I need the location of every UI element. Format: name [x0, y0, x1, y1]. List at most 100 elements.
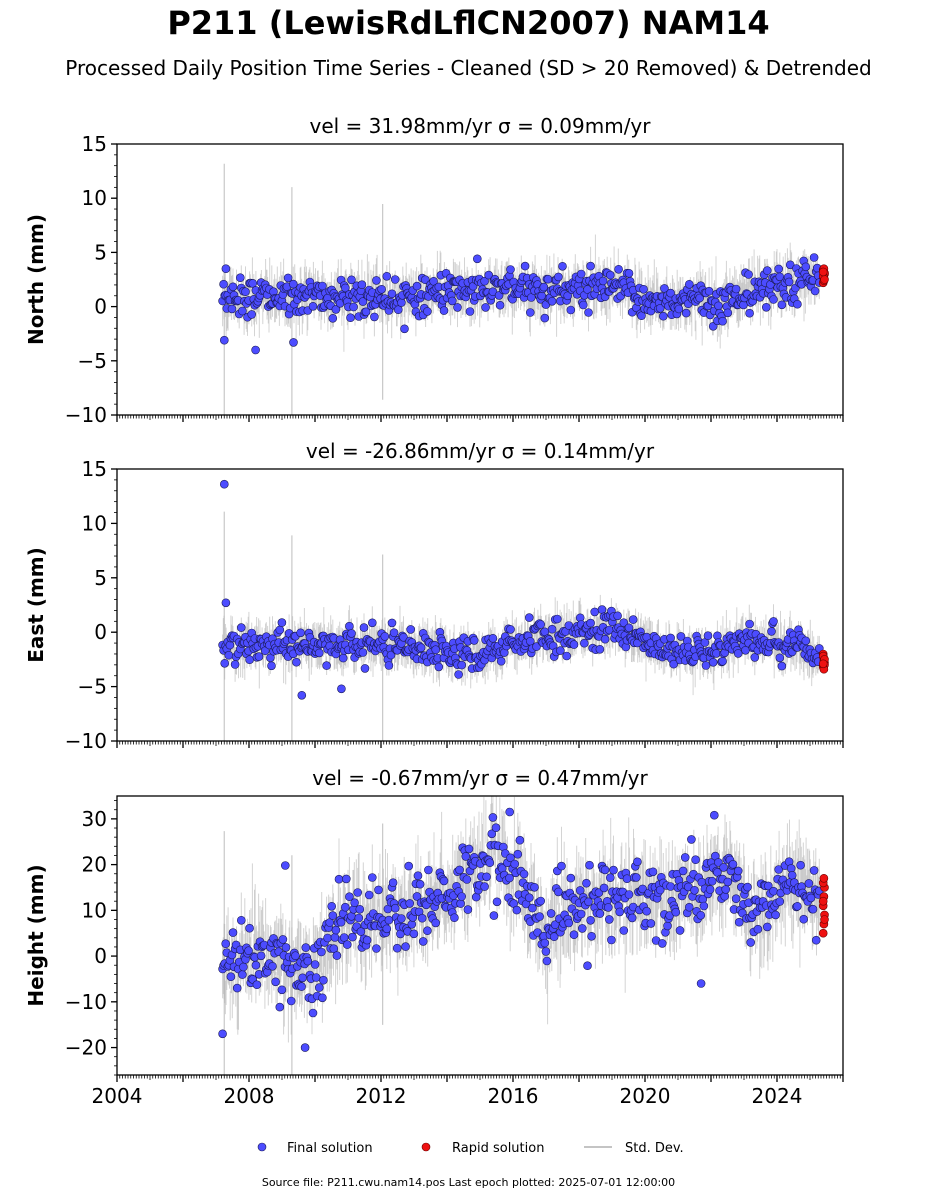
final-point [298, 973, 307, 983]
final-point [347, 629, 356, 638]
final-point [331, 925, 341, 935]
final-point [389, 628, 399, 638]
final-point [220, 479, 229, 489]
final-point [671, 907, 681, 917]
final-point [488, 633, 498, 643]
final-point [314, 983, 324, 992]
final-point [488, 813, 498, 822]
final-point [406, 625, 416, 634]
final-point [314, 648, 324, 658]
final-point [566, 305, 576, 315]
final-point [245, 655, 254, 665]
final-point [382, 271, 392, 281]
y-tick-label: 5 [94, 240, 107, 264]
final-point [328, 313, 338, 323]
final-point [769, 295, 778, 304]
final-point [801, 262, 811, 272]
final-point [252, 980, 262, 990]
final-point [238, 306, 247, 316]
final-points [218, 479, 824, 700]
final-point [281, 943, 291, 952]
final-point [447, 296, 457, 306]
final-point [691, 855, 700, 865]
final-point [328, 911, 338, 920]
final-point [338, 653, 348, 663]
final-point [712, 649, 721, 658]
final-point [484, 270, 494, 280]
final-point [535, 912, 544, 921]
final-point [633, 857, 642, 867]
final-point [510, 859, 520, 869]
final-point [557, 861, 566, 871]
final-point [457, 892, 467, 901]
final-point [455, 865, 464, 875]
final-point [753, 924, 763, 934]
final-point [666, 633, 675, 643]
final-point [469, 636, 479, 645]
final-point [536, 896, 546, 906]
final-point [524, 893, 534, 903]
final-point [784, 277, 794, 287]
final-point [703, 631, 713, 641]
final-point [400, 324, 409, 334]
final-point [622, 874, 632, 884]
final-point [714, 301, 723, 311]
final-point [228, 928, 238, 937]
final-point [505, 807, 515, 817]
final-point [734, 917, 744, 927]
final-point [810, 286, 820, 296]
final-point [462, 875, 472, 884]
final-point [506, 265, 515, 274]
final-point [362, 935, 372, 945]
final-point [367, 873, 377, 882]
y-tick-label: −10 [65, 403, 107, 427]
final-point [793, 901, 802, 911]
final-point [590, 607, 600, 617]
final-point [704, 286, 714, 296]
final-point [615, 907, 625, 917]
final-point [453, 303, 462, 312]
final-point [583, 285, 592, 294]
final-point [603, 903, 613, 912]
final-point [624, 268, 634, 278]
final-point [563, 291, 573, 301]
final-point [696, 910, 706, 920]
final-point [358, 648, 368, 657]
rapid-point [818, 896, 828, 906]
y-tick-label: 15 [82, 132, 107, 156]
final-point [454, 670, 463, 679]
y-tick-label: 5 [94, 566, 107, 590]
final-point [600, 634, 610, 644]
final-point [542, 956, 552, 966]
final-point [556, 646, 565, 655]
final-point [340, 283, 350, 293]
rapid-point [820, 275, 829, 284]
final-point [319, 975, 328, 985]
final-point [405, 899, 415, 908]
final-point [587, 931, 596, 941]
final-point [330, 933, 340, 942]
final-point [361, 307, 371, 317]
final-point [586, 618, 595, 628]
final-point [357, 280, 367, 290]
final-point [390, 903, 400, 913]
final-point [609, 865, 618, 875]
final-point [741, 645, 750, 655]
final-point [349, 302, 358, 312]
final-point [456, 899, 465, 908]
final-point [746, 938, 756, 947]
final-point [387, 618, 397, 628]
final-point [354, 913, 364, 923]
final-point [348, 932, 357, 942]
final-point [695, 293, 705, 303]
final-point [546, 909, 556, 918]
final-point [237, 915, 246, 925]
final-point [809, 866, 819, 875]
final-point [492, 897, 502, 907]
final-point [701, 661, 711, 670]
final-point [678, 866, 688, 876]
final-point [485, 858, 495, 868]
final-point [646, 919, 656, 928]
rapid-points [818, 264, 829, 288]
